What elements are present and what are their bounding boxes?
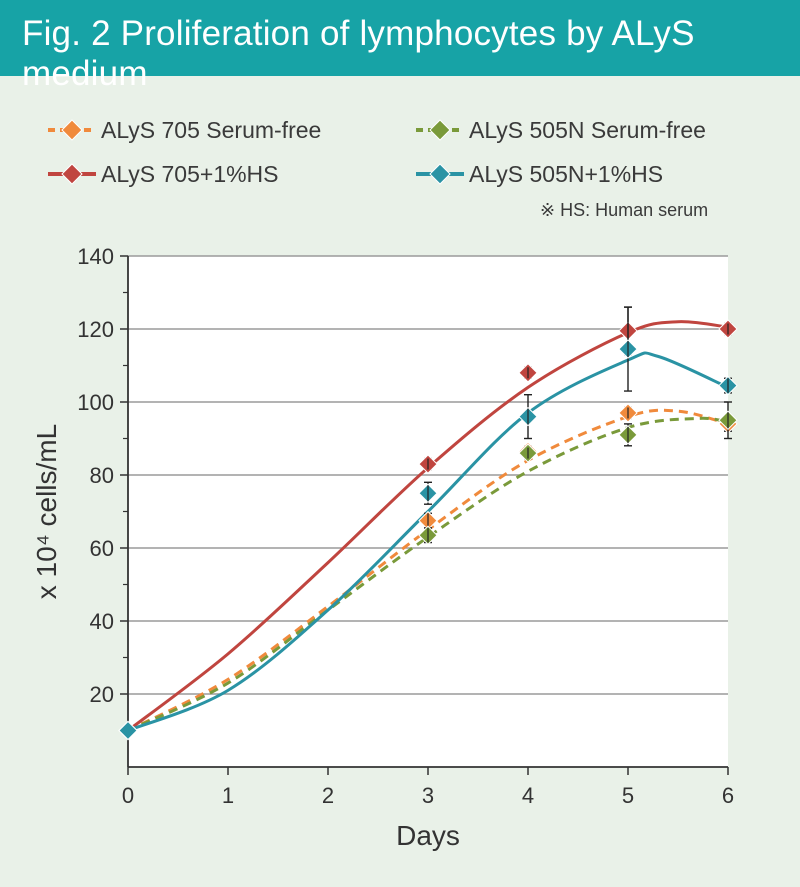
y-tick-label: 120	[77, 317, 114, 342]
legend-label-alys705-hs: ALyS 705+1%HS	[101, 161, 279, 187]
x-tick-label: 6	[722, 783, 734, 808]
y-tick-label: 140	[77, 244, 114, 269]
y-tick-label: 40	[90, 609, 114, 634]
series-line-alys705-hs	[127, 320, 729, 732]
x-tick-label: 0	[122, 783, 134, 808]
footnote-hs: ※ HS: Human serum	[540, 200, 709, 220]
data-point-alys505n-hs	[118, 720, 138, 741]
x-tick-label: 5	[622, 783, 634, 808]
figure-title: Fig. 2 Proliferation of lymphocytes by A…	[22, 14, 695, 93]
figure-header: Fig. 2 Proliferation of lymphocytes by A…	[0, 0, 800, 93]
x-tick-label: 4	[522, 783, 534, 808]
y-tick-label: 80	[90, 463, 114, 488]
legend-label-alys505n-sf: ALyS 505N Serum-free	[469, 117, 706, 143]
series-line-alys505n-sf	[127, 416, 729, 732]
y-axis-title: x 10⁴ cells/mL	[31, 424, 62, 599]
y-tick-label: 100	[77, 390, 114, 415]
x-tick-label: 1	[222, 783, 234, 808]
x-tick-label: 2	[322, 783, 334, 808]
series-line-alys705-sf	[127, 408, 729, 732]
x-tick-label: 3	[422, 783, 434, 808]
legend-label-alys505n-hs: ALyS 505N+1%HS	[469, 161, 664, 187]
y-tick-label: 60	[90, 536, 114, 561]
x-axis-title: Days	[396, 820, 460, 851]
y-tick-label: 20	[90, 682, 114, 707]
series-line-alys505n-hs	[127, 351, 729, 732]
legend-label-alys705-sf: ALyS 705 Serum-free	[101, 117, 322, 143]
